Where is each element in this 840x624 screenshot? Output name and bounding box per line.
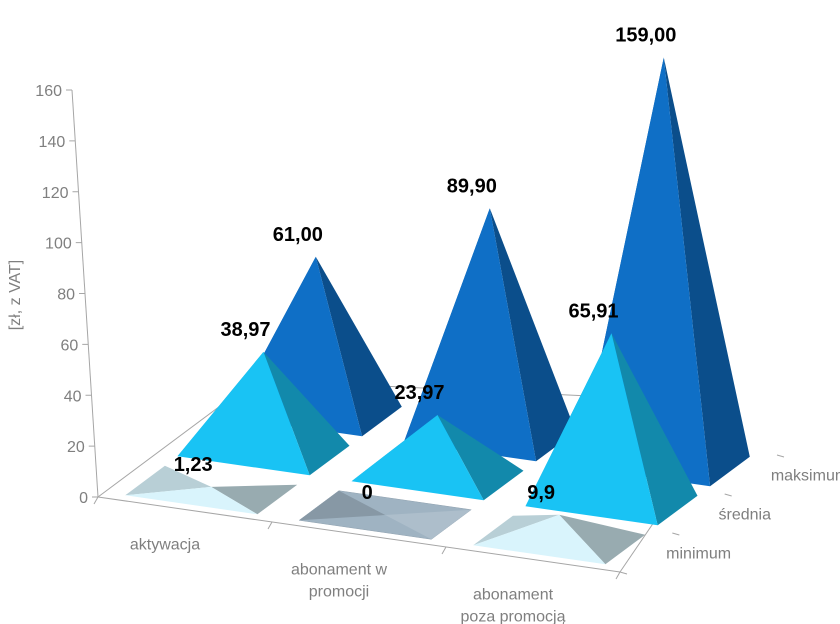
value-label: 0 <box>362 482 373 504</box>
value-label: 9,9 <box>527 482 555 504</box>
x-tick-mark <box>615 571 621 580</box>
y-tick-labels: 0 20 40 60 80 100 120 140 160 <box>35 83 98 507</box>
y-tick-label: 20 <box>67 439 85 456</box>
pyramid-mark <box>177 351 350 476</box>
value-label: 38,97 <box>220 319 270 341</box>
pyramid-mark <box>298 490 472 540</box>
y-tick-label: 60 <box>60 337 78 354</box>
pyramid-face-right <box>263 351 350 476</box>
pyramid-mark <box>351 415 524 501</box>
y-tick-label: 120 <box>42 185 69 202</box>
y-tick-label: 0 <box>79 490 88 507</box>
y-tick-label: 40 <box>64 388 82 405</box>
x-tick-mark <box>267 521 273 530</box>
pyramid-face-right <box>315 256 402 437</box>
pyramid-face-left <box>125 465 212 496</box>
value-label: 1,23 <box>174 454 213 476</box>
pyramid-face-right <box>211 484 298 515</box>
series-depth-labels: minimum średnia maksimum <box>619 454 840 575</box>
x-axis-line <box>97 496 621 573</box>
pyramid-face-front <box>177 351 310 476</box>
value-labels: 61,00 89,90 159,00 38,97 23,97 65,91 1,23 0 9,9 <box>174 25 677 504</box>
y-axis-label: [zł, z VAT] <box>7 260 24 331</box>
series-label: średnia <box>719 507 772 524</box>
value-label: 23,97 <box>394 382 444 404</box>
pyramid-face-right <box>559 514 646 565</box>
depth-tick-mark <box>619 571 628 575</box>
y-tick-label: 100 <box>45 236 72 253</box>
pyramid-face <box>299 490 386 521</box>
x-tick-mark <box>441 546 447 555</box>
category-label: abonament w promocji <box>291 562 388 601</box>
category-label: aktywacja <box>130 537 200 554</box>
series-label: minimum <box>666 546 731 563</box>
pyramid-face-front <box>473 514 606 565</box>
pyramid-face-right <box>489 208 576 462</box>
depth-tick-mark <box>672 532 680 536</box>
pyramid-mark <box>525 333 698 526</box>
value-label: 61,00 <box>273 224 323 246</box>
y-tick-label: 160 <box>35 83 62 100</box>
depth-tick-mark <box>724 493 732 497</box>
y-tick-label: 140 <box>39 134 66 151</box>
pyramid-mark <box>125 465 298 515</box>
pyramid-face-front <box>125 486 258 515</box>
depth-tick-mark <box>776 454 785 458</box>
series-label: maksimum <box>771 468 840 485</box>
pyramid-face-right <box>437 415 524 501</box>
pyramid-face <box>385 509 472 540</box>
pyramid-mark <box>403 208 576 462</box>
y-tick-label: 80 <box>57 287 75 304</box>
pyramid-face-front <box>403 208 537 462</box>
value-label: 65,91 <box>568 300 618 322</box>
pyramid-face-right <box>663 57 750 487</box>
value-label: 89,90 <box>447 175 497 197</box>
pyramid-face-front <box>351 415 484 501</box>
pyramid-marks <box>125 57 750 565</box>
pyramid-face-right <box>611 333 698 526</box>
pyramid-face-front <box>525 333 658 526</box>
pyramid-mark <box>473 514 646 565</box>
category-label: abonament poza promocją <box>461 587 566 624</box>
category-labels: aktywacja abonament w promocji abonament poz… <box>93 496 621 624</box>
x-tick-mark <box>93 496 99 505</box>
value-label: 159,00 <box>615 25 676 47</box>
